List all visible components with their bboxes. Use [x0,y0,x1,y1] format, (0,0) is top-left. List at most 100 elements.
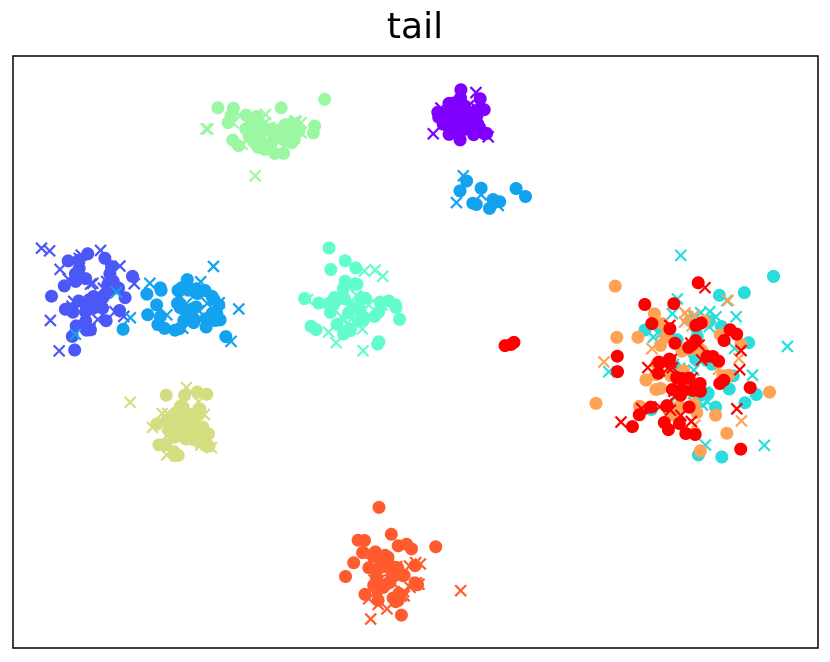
point-circle-s4 [389,300,403,314]
point-circle-s2 [153,310,167,324]
point-circle-s9 [507,335,521,349]
point-x-s2 [177,306,191,320]
point-circle-s8 [372,500,386,514]
point-circle-s9 [706,350,720,363]
point-circle-s5 [226,133,240,147]
point-x-s3 [729,310,743,324]
chart-title: tail [386,6,444,47]
point-circle-s4 [324,263,338,276]
point-x-s1 [62,272,75,286]
point-circle-s8 [358,534,371,547]
point-x-s8 [371,598,385,611]
point-x-s8 [403,559,416,573]
point-circle-s8 [347,556,361,570]
point-circle-s7 [589,396,603,410]
point-x-s1 [52,344,66,358]
point-circle-s7 [631,330,645,344]
point-circle-s4 [372,335,386,349]
point-x-s2 [491,199,505,212]
point-x-s5 [261,140,275,154]
point-circle-s4 [372,305,386,319]
point-x-s7 [732,352,746,365]
point-x-s9 [662,361,675,374]
point-x-s5 [250,116,264,129]
point-circle-s1 [118,291,132,305]
point-x-s6 [161,428,174,442]
point-x-s2 [143,277,157,290]
point-x-s8 [369,571,383,585]
point-circle-s8 [339,570,352,583]
point-x-s8 [397,585,410,598]
point-x-s2 [474,188,488,201]
point-circle-s9 [689,318,703,332]
point-x-s6 [194,438,208,452]
point-x-s9 [698,281,712,294]
point-circle-s5 [277,146,291,160]
point-x-s1 [75,248,88,262]
point-circle-s9 [645,317,659,331]
point-x-s9 [733,363,747,377]
point-x-s2 [160,308,174,322]
point-x-s8 [364,612,377,626]
point-circle-s4 [304,319,318,333]
point-x-s2 [69,327,82,341]
point-x-s6 [161,407,174,420]
point-x-s1 [35,241,48,255]
point-x-s1 [44,314,57,327]
point-circle-s5 [280,128,294,142]
point-x-s2 [180,283,194,297]
point-x-s5 [290,115,303,128]
point-x-s4 [301,293,314,306]
point-x-s2 [183,316,196,330]
point-x-s1 [127,277,141,290]
point-x-s9 [730,402,744,416]
point-x-s6 [180,381,193,394]
point-x-s1 [100,275,113,288]
point-circle-s4 [322,241,336,255]
point-x-s9 [674,409,688,422]
point-circle-s4 [323,305,337,319]
point-circle-s2 [187,316,201,330]
point-x-s8 [364,546,378,560]
point-circle-s6 [152,438,166,452]
point-x-s1 [84,277,97,291]
point-circle-s4 [338,292,352,306]
point-x-s5 [199,122,213,136]
point-circle-s2 [153,281,167,295]
point-circle-s4 [338,254,352,268]
point-x-s6 [192,395,205,408]
point-x-s4 [340,317,354,331]
point-x-s6 [160,448,174,462]
point-circle-s1 [45,289,58,303]
point-circle-s7 [654,338,667,352]
point-circle-s9 [668,336,682,350]
point-x-s3 [674,249,688,262]
point-x-s8 [397,589,411,603]
point-x-s4 [335,310,348,323]
point-x-s2 [201,297,214,310]
point-circle-s8 [429,540,443,554]
point-circle-s9 [691,276,705,290]
point-circle-s9 [663,322,677,336]
point-x-s7 [721,294,735,307]
point-x-s2 [457,169,470,183]
point-x-s0 [434,101,448,115]
point-circle-s2 [474,181,488,195]
point-circle-s2 [509,182,523,195]
point-x-s1 [97,282,110,295]
point-circle-s7 [720,426,734,440]
point-x-s9 [669,389,682,402]
point-x-s4 [329,336,343,350]
point-circle-s4 [298,292,312,305]
point-circle-s3 [712,288,726,302]
point-circle-s8 [394,608,408,622]
point-circle-s1 [103,267,117,281]
point-circle-s9 [657,416,671,429]
point-circle-s9 [688,428,702,441]
point-x-s4 [344,276,357,289]
point-circle-s0 [442,127,456,141]
point-x-s0 [462,99,475,113]
point-x-s8 [390,560,403,573]
point-x-s5 [294,126,308,139]
point-x-s5 [235,138,249,151]
